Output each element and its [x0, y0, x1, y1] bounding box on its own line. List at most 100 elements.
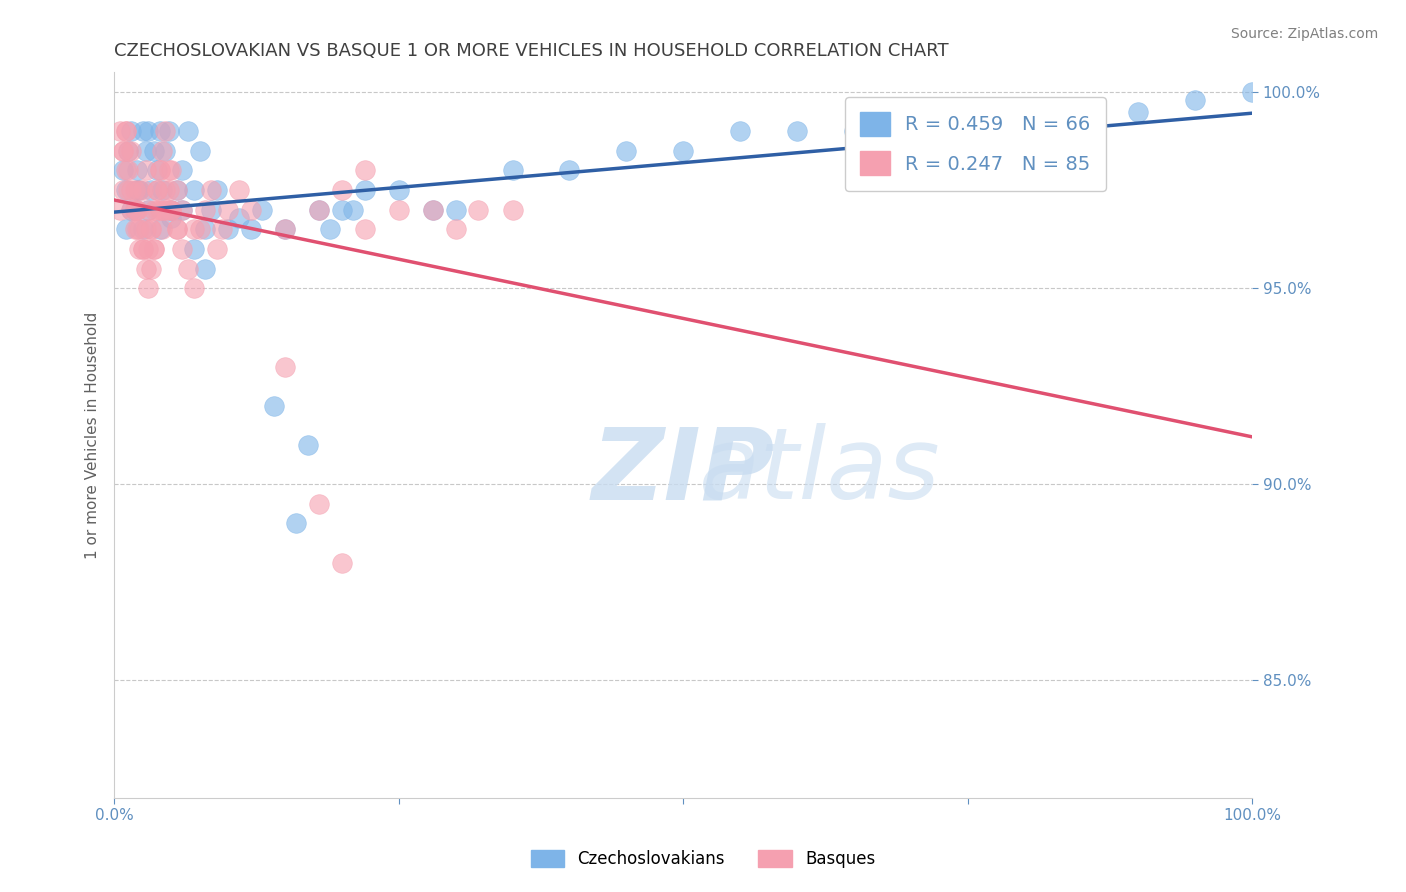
- Point: [131, 242, 153, 256]
- Point: [160, 163, 183, 178]
- Point: [155, 144, 177, 158]
- Point: [136, 242, 159, 256]
- Point: [139, 183, 162, 197]
- Point: [143, 144, 166, 158]
- Point: [128, 222, 150, 236]
- Point: [177, 124, 200, 138]
- Point: [183, 281, 205, 295]
- Point: [157, 183, 180, 197]
- Point: [135, 163, 157, 178]
- Point: [131, 242, 153, 256]
- Point: [1014, 104, 1036, 119]
- Point: [444, 202, 467, 217]
- Point: [194, 202, 217, 217]
- Point: [228, 183, 250, 197]
- Point: [467, 202, 489, 217]
- Point: [139, 222, 162, 236]
- Point: [172, 163, 194, 178]
- Point: [900, 124, 922, 138]
- Point: [422, 202, 444, 217]
- Point: [502, 163, 524, 178]
- Point: [131, 124, 153, 138]
- Point: [128, 183, 150, 197]
- Point: [112, 183, 135, 197]
- Point: [143, 242, 166, 256]
- Point: [157, 163, 180, 178]
- Point: [285, 516, 308, 531]
- Point: [146, 183, 169, 197]
- Point: [155, 183, 177, 197]
- Point: [956, 104, 979, 119]
- Point: [114, 124, 136, 138]
- Point: [120, 144, 142, 158]
- Point: [108, 124, 131, 138]
- Point: [149, 163, 172, 178]
- Point: [124, 202, 146, 217]
- Point: [183, 222, 205, 236]
- Point: [114, 183, 136, 197]
- Point: [1128, 104, 1150, 119]
- Point: [124, 222, 146, 236]
- Point: [150, 202, 173, 217]
- Point: [353, 183, 375, 197]
- Point: [125, 163, 148, 178]
- Point: [150, 144, 173, 158]
- Point: [205, 183, 228, 197]
- Point: [135, 222, 157, 236]
- Point: [274, 222, 297, 236]
- Point: [319, 222, 342, 236]
- Point: [143, 242, 166, 256]
- Point: [155, 124, 177, 138]
- Point: [353, 222, 375, 236]
- Point: [200, 202, 222, 217]
- Point: [150, 222, 173, 236]
- Point: [1241, 85, 1264, 99]
- Point: [149, 124, 172, 138]
- Point: [558, 163, 581, 178]
- Point: [146, 202, 169, 217]
- Y-axis label: 1 or more Vehicles in Household: 1 or more Vehicles in Household: [86, 311, 100, 559]
- Point: [183, 242, 205, 256]
- Point: [166, 183, 188, 197]
- Point: [188, 144, 211, 158]
- Point: [205, 242, 228, 256]
- Point: [125, 202, 148, 217]
- Point: [422, 202, 444, 217]
- Point: [157, 124, 180, 138]
- Point: [136, 202, 159, 217]
- Point: [211, 222, 233, 236]
- Point: [239, 222, 262, 236]
- Point: [136, 124, 159, 138]
- Point: [160, 202, 183, 217]
- Point: [297, 438, 319, 452]
- Point: [274, 222, 297, 236]
- Point: [728, 124, 751, 138]
- Point: [166, 183, 188, 197]
- Point: [149, 222, 172, 236]
- Point: [120, 202, 142, 217]
- Point: [194, 222, 217, 236]
- Point: [239, 202, 262, 217]
- Point: [274, 359, 297, 374]
- Point: [128, 242, 150, 256]
- Point: [388, 183, 411, 197]
- Point: [172, 202, 194, 217]
- Point: [136, 281, 159, 295]
- Point: [217, 222, 239, 236]
- Point: [1184, 93, 1206, 107]
- Point: [157, 202, 180, 217]
- Point: [125, 222, 148, 236]
- Point: [200, 183, 222, 197]
- Point: [125, 202, 148, 217]
- Point: [228, 211, 250, 225]
- Point: [114, 163, 136, 178]
- Point: [177, 261, 200, 276]
- Point: [114, 222, 136, 236]
- Text: ZIP: ZIP: [592, 423, 775, 520]
- Point: [786, 124, 808, 138]
- Point: [194, 261, 217, 276]
- Point: [114, 124, 136, 138]
- Point: [353, 163, 375, 178]
- Point: [150, 183, 173, 197]
- Point: [131, 183, 153, 197]
